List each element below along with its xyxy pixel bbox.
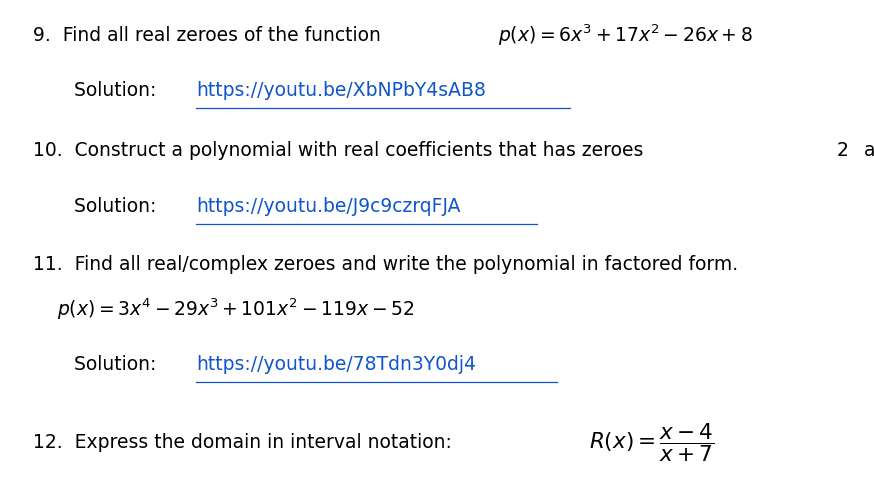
Text: https://youtu.be/78Tdn3Y0dj4: https://youtu.be/78Tdn3Y0dj4 bbox=[196, 355, 476, 374]
Text: 9.  Find all real zeroes of the function: 9. Find all real zeroes of the function bbox=[33, 26, 393, 45]
Text: $R(x)=\dfrac{x-4}{x+7}$: $R(x)=\dfrac{x-4}{x+7}$ bbox=[589, 422, 715, 464]
Text: and: and bbox=[852, 141, 874, 160]
Text: 12.  Express the domain in interval notation:: 12. Express the domain in interval notat… bbox=[33, 433, 464, 452]
Text: https://youtu.be/XbNPbY4sAB8: https://youtu.be/XbNPbY4sAB8 bbox=[196, 81, 486, 100]
Text: 10.  Construct a polynomial with real coefficients that has zeroes: 10. Construct a polynomial with real coe… bbox=[33, 141, 656, 160]
Text: Solution:: Solution: bbox=[74, 355, 169, 374]
Text: https://youtu.be/J9c9czrqFJA: https://youtu.be/J9c9czrqFJA bbox=[196, 197, 461, 216]
Text: Solution:: Solution: bbox=[74, 81, 169, 100]
Text: 11.  Find all real/complex zeroes and write the polynomial in factored form.: 11. Find all real/complex zeroes and wri… bbox=[33, 255, 739, 274]
Text: Solution:: Solution: bbox=[74, 197, 169, 216]
Text: $p(x)=6x^3+17x^2-26x+8$: $p(x)=6x^3+17x^2-26x+8$ bbox=[497, 23, 753, 48]
Text: $p(x)=3x^4-29x^3+101x^2-119x-52$: $p(x)=3x^4-29x^3+101x^2-119x-52$ bbox=[57, 297, 414, 322]
Text: $2$: $2$ bbox=[836, 141, 849, 160]
